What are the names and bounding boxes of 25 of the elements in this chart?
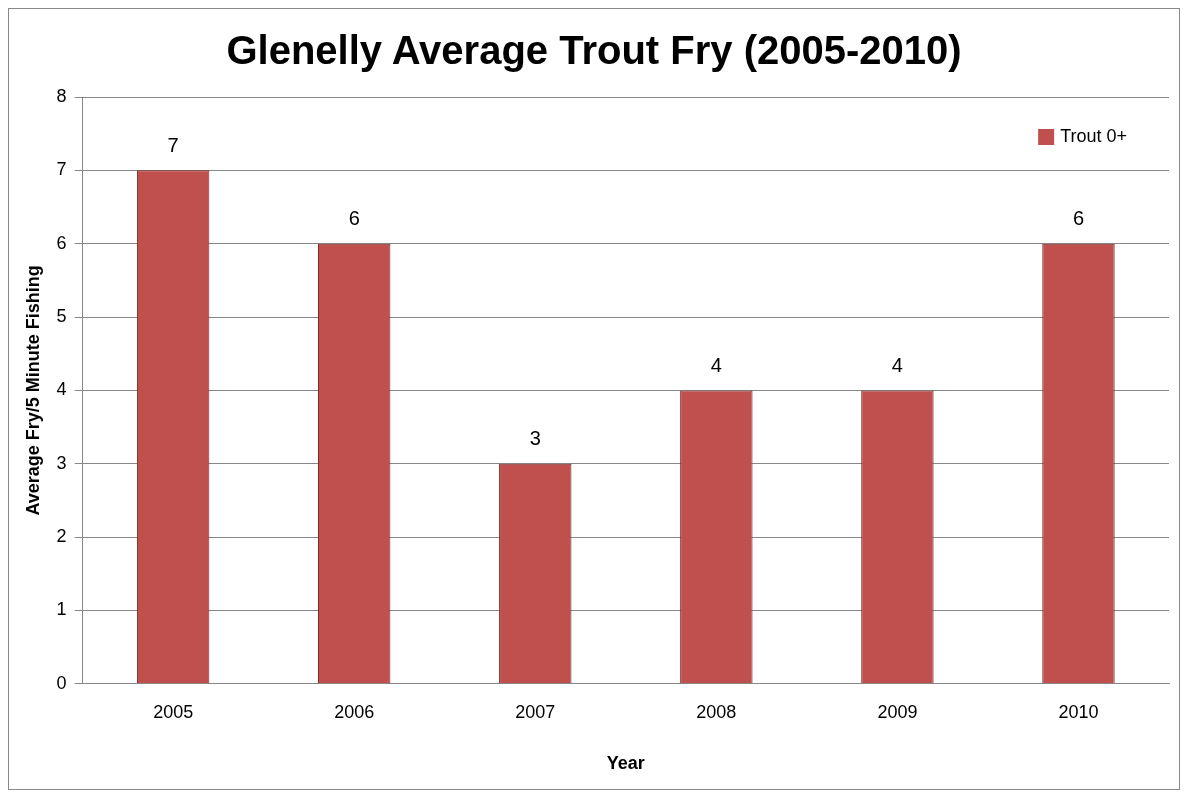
y-tick-label: 4 <box>56 379 67 400</box>
x-tick-label: 2010 <box>1058 701 1099 722</box>
data-label: 3 <box>529 427 541 450</box>
x-tick-label: 2009 <box>877 701 918 722</box>
y-tick-label: 2 <box>56 526 67 547</box>
chart-title: Glenelly Average Trout Fry (2005-2010) <box>226 28 962 73</box>
data-label: 7 <box>167 133 179 156</box>
data-label: 6 <box>348 207 360 230</box>
x-tick-label: 2005 <box>153 701 194 722</box>
y-axis-title: Average Fry/5 Minute Fishing <box>22 265 43 516</box>
y-tick-label: 7 <box>56 159 67 180</box>
y-tick-label: 3 <box>56 452 67 473</box>
x-tick-label: 2007 <box>515 701 556 722</box>
y-tick-label: 0 <box>56 672 67 693</box>
x-axis-title: Year <box>606 753 645 774</box>
y-tick-label: 1 <box>56 599 67 620</box>
y-tick-label: 6 <box>56 232 67 253</box>
x-tick-label: 2006 <box>334 701 375 722</box>
data-label: 4 <box>710 353 722 376</box>
data-label: 6 <box>1072 207 1085 230</box>
x-tick-label: 2008 <box>696 701 737 722</box>
legend-label: Trout 0+ <box>1060 125 1128 146</box>
y-tick-label: 8 <box>56 85 67 106</box>
data-label: 4 <box>891 353 903 376</box>
y-tick-label: 5 <box>56 306 67 327</box>
